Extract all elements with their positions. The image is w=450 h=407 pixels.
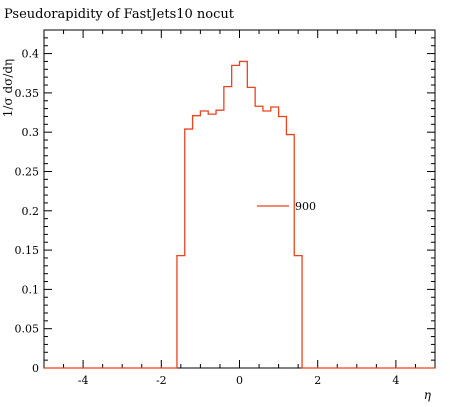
y-tick-label: 0.35 [15, 87, 40, 100]
x-tick-label: 4 [392, 374, 399, 387]
y-tick-label: 0.3 [22, 126, 40, 139]
x-tick-label: -4 [78, 374, 89, 387]
plot-frame [43, 29, 436, 369]
series-line-900 [44, 60, 435, 369]
x-tick-label: 2 [314, 374, 321, 387]
legend-label: 900 [295, 200, 316, 213]
y-tick-label: 0.05 [15, 323, 40, 336]
x-axis-label: η [424, 388, 432, 402]
y-tick-label: 0.25 [15, 165, 40, 178]
y-tick-label: 0.4 [22, 48, 40, 61]
y-tick-label: 0.15 [15, 244, 40, 257]
y-tick-label: 0 [32, 362, 39, 375]
x-tick-label: -2 [156, 374, 167, 387]
y-tick-label: 0.1 [22, 283, 40, 296]
y-tick-label: 0.2 [22, 205, 40, 218]
chart-title: Pseudorapidity of FastJets10 nocut [4, 7, 235, 22]
x-tick-label: 0 [236, 374, 243, 387]
y-axis-label: 1/σ dσ/dη [1, 59, 15, 117]
